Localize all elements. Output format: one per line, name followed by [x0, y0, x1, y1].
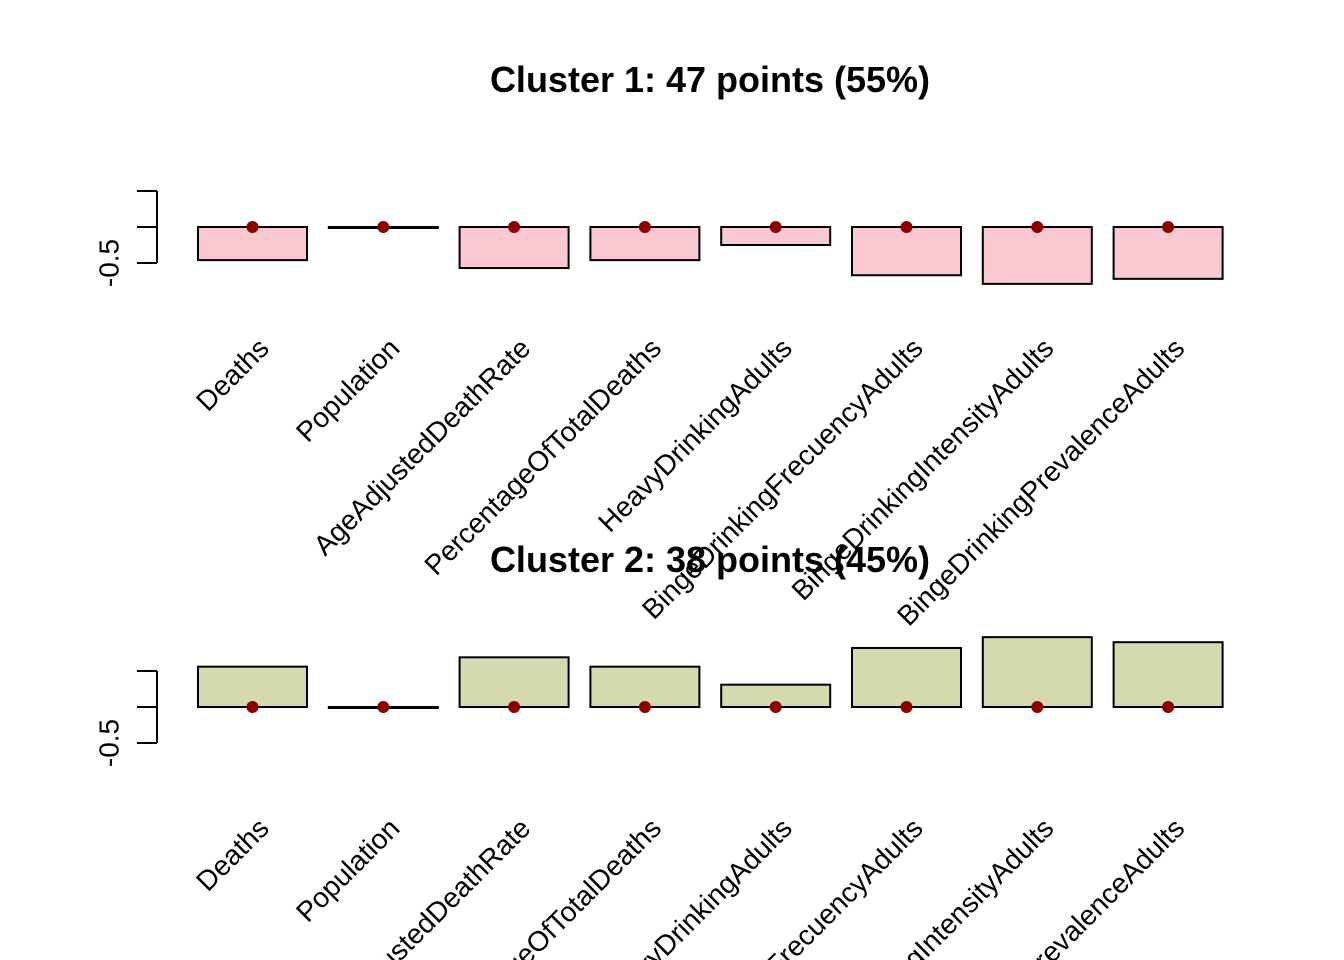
y-tick-label: -0.5	[93, 239, 124, 287]
x-tick-label: Deaths	[190, 332, 275, 417]
center-point	[508, 701, 521, 713]
center-point	[508, 221, 521, 233]
center-point	[377, 701, 390, 713]
center-point	[769, 701, 782, 713]
bar	[197, 665, 308, 708]
center-point	[1162, 701, 1175, 713]
x-tick-label: BingeDrinkingFrecuencyAdults	[636, 332, 929, 625]
center-point	[377, 221, 390, 233]
bar	[981, 226, 1093, 285]
center-point	[1031, 221, 1044, 233]
center-point	[246, 221, 259, 233]
bar	[458, 226, 570, 270]
center-point	[900, 701, 913, 713]
x-tick-label: Population	[290, 332, 406, 448]
center-point	[246, 701, 259, 713]
x-tick-label: BingeDrinkingPrevalenceAdults	[891, 332, 1190, 631]
x-tick-label: Deaths	[190, 812, 275, 897]
center-point	[638, 221, 651, 233]
chart-title: Cluster 2: 38 points (45%)	[490, 539, 930, 580]
bar	[1112, 226, 1224, 280]
center-point	[1162, 221, 1175, 233]
bar	[981, 636, 1093, 708]
x-tick-label: Population	[290, 812, 406, 928]
center-point	[638, 701, 651, 713]
bar	[1112, 641, 1224, 709]
bar	[851, 646, 962, 709]
bar	[458, 656, 570, 709]
center-point	[1031, 701, 1044, 713]
x-tick-label: AgeAdjustedDeathRate	[307, 332, 536, 561]
center-point	[769, 221, 782, 233]
y-tick-label: -0.5	[93, 719, 124, 767]
chart-title: Cluster 1: 47 points (55%)	[490, 59, 930, 100]
center-point	[900, 221, 913, 233]
bar	[589, 665, 701, 708]
bar	[851, 226, 962, 277]
